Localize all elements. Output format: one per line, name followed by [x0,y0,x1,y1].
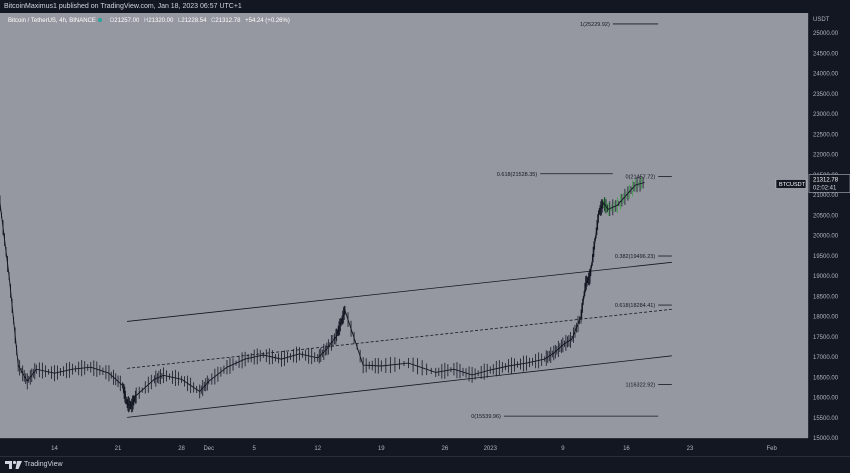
tradingview-brand[interactable]: TradingView [24,461,63,468]
tradingview-logo-icon[interactable] [5,460,23,470]
market-status-icon [97,18,102,23]
ohlc-high: H21320.00 [143,18,174,24]
price-change: +54.24 (+0.26%) [245,18,290,24]
time-axis[interactable] [0,438,808,456]
symbol-legend: Bitcoin / TetherUS, 4h, BINANCE O21257.0… [8,16,290,26]
symbol-title[interactable]: Bitcoin / TetherUS, 4h, BINANCE [8,18,96,24]
plot-area[interactable] [0,13,808,438]
currency-label: USDT [813,17,830,23]
ohlc-low: L21228.54 [178,18,207,24]
ohlc-open: O21257.00 [109,18,140,24]
publish-line: BitcoinMaximus1 published on TradingView… [4,3,242,10]
footer-bar: TradingView [0,456,850,473]
ohlc-close: C21312.78 [211,18,241,24]
price-axis[interactable] [808,13,850,438]
